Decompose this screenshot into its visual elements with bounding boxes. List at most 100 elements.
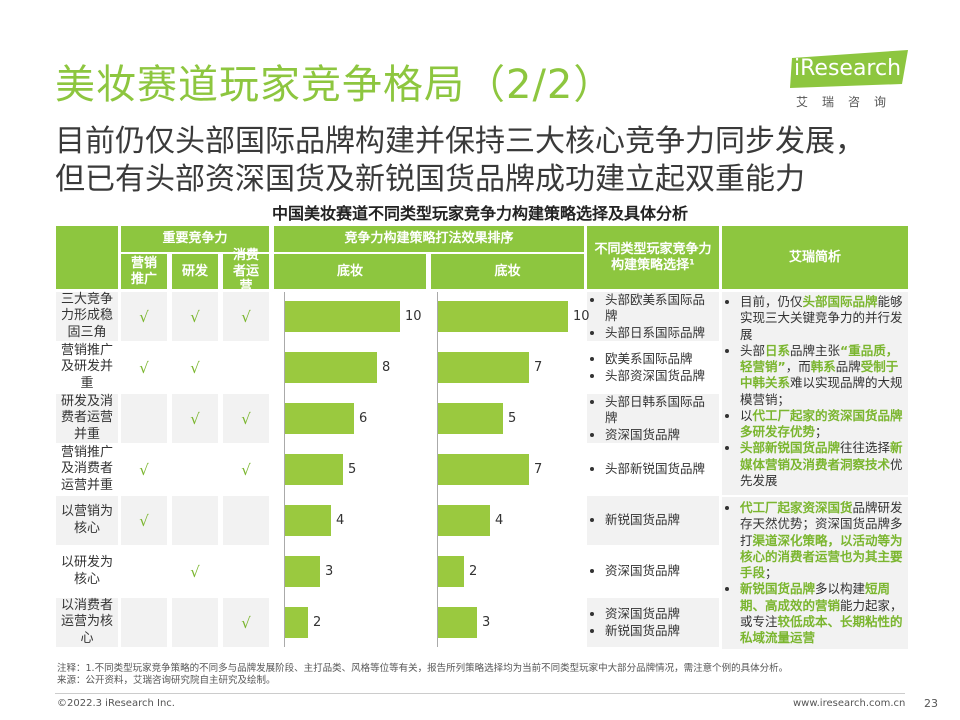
bar-value-label-2: 5 <box>508 411 517 426</box>
brand-item: 头部新锐国货品牌 <box>605 461 705 477</box>
check-mark: √ <box>190 308 200 326</box>
check-mark: √ <box>241 461 251 479</box>
bar-base-makeup-1 <box>285 607 308 638</box>
analysis-bullet: 新锐国货品牌多以构建短周期、高成效的营销能力起家，或专注较低成本、长期粘性的私域… <box>740 581 906 646</box>
check-mark: √ <box>190 563 200 581</box>
strategy-brands: 头部新锐国货品牌 <box>589 445 717 494</box>
strategy-brands: 头部日韩系国际品牌资深国货品牌 <box>589 394 717 443</box>
bar-value-label-2: 7 <box>534 360 543 375</box>
analysis-text: 头部 <box>740 342 766 358</box>
analysis-text: 多以构建 <box>815 581 866 597</box>
strategy-brands: 资深国货品牌新锐国货品牌 <box>589 598 717 647</box>
row-cell-bg <box>121 547 167 596</box>
bar-base-makeup-2 <box>438 607 477 638</box>
strategy-brands: 欧美系国际品牌头部资深国货品牌 <box>589 343 717 392</box>
row-cell-bg <box>223 292 269 341</box>
check-mark: √ <box>139 308 149 326</box>
bar-base-makeup-2 <box>438 556 464 587</box>
bar-value-label-1: 4 <box>336 513 345 528</box>
check-mark: √ <box>139 359 149 377</box>
bar-value-label-1: 3 <box>325 564 334 579</box>
page-number: 23 <box>924 697 938 710</box>
row-cell-bg <box>121 292 167 341</box>
bar-value-label-2: 2 <box>469 564 478 579</box>
brand-item: 头部欧美系国际品牌 <box>605 292 717 325</box>
bar-base-makeup-2 <box>438 352 529 383</box>
analysis-text: 能力起家，或专注 <box>740 597 903 629</box>
bar-base-makeup-1 <box>285 556 320 587</box>
analysis-text: 目前，仍仅 <box>740 294 803 309</box>
bar-axis-line <box>284 292 285 647</box>
analysis-highlight: 受制于中韩关系 <box>740 359 899 391</box>
check-mark: √ <box>139 461 149 479</box>
row-cell-bg <box>587 496 719 545</box>
analysis-highlight: 新锐国货品牌 <box>740 581 816 597</box>
bar-value-label-2: 3 <box>482 615 491 630</box>
bar-base-makeup-1 <box>285 505 331 536</box>
analysis-text: 往往选择 <box>840 440 891 456</box>
iresearch-logo <box>790 50 908 88</box>
analysis-highlight: 韩系 <box>810 359 836 374</box>
subtitle-line-2: 但已有头部资深国货及新锐国货品牌成功建立起双重能力 <box>55 162 805 197</box>
analysis-highlight: 渠道深化策略，以活动等为核心的消费者运营也为其主要手段 <box>740 532 903 581</box>
brand-item: 头部资深国货品牌 <box>605 368 705 384</box>
analysis-highlight: 较低成本、长期粘性的私域流量运营 <box>740 613 903 645</box>
check-mark: √ <box>241 614 251 632</box>
header-rd: 研发 <box>172 254 218 289</box>
brand-item: 头部日系国际品牌 <box>605 325 717 341</box>
header-strategy-choice: 不同类型玩家竞争力构建策略选择¹ <box>587 226 719 289</box>
row-label: 以营销为核心 <box>60 504 113 536</box>
analysis-bullet: 以代工厂起家的资深国货品牌多研发存优势； <box>740 408 906 441</box>
bar-base-makeup-2 <box>438 505 490 536</box>
analysis-text: ； <box>765 565 778 580</box>
analysis-bullet: 头部日系品牌主张“重品质，轻营销”，而韩系品牌受制于中韩关系难以实现品牌的大规模… <box>740 343 906 408</box>
row-cell-bg <box>223 394 269 443</box>
analysis-bullet: 头部新锐国货品牌往往选择新媒体营销及消费者洞察技术优先发展 <box>740 440 906 489</box>
analysis-bullet: 目前，仍仅头部国际品牌能够实现三大关键竞争力的并行发展 <box>740 294 906 343</box>
row-cell-bg <box>587 394 719 443</box>
strategy-brands: 资深国货品牌 <box>589 547 717 596</box>
analysis-text: 品牌研发存天然优势；资深国货品牌多打 <box>740 500 903 548</box>
row-label: 营销推广及消费者运营并重 <box>60 445 113 493</box>
row-label: 以消费者运营为核心 <box>60 598 113 646</box>
row-cell-bg <box>56 394 118 443</box>
logo-text: iResearch <box>794 56 902 81</box>
header-consumer-ops: 消费者运营 <box>223 248 269 294</box>
analysis-text: 品牌主张 <box>790 342 841 358</box>
row-cell-bg <box>56 292 118 341</box>
brand-item: 资深国货品牌 <box>605 427 717 443</box>
header-base-makeup-2: 底妆 <box>431 254 584 289</box>
brand-item: 头部日韩系国际品牌 <box>605 394 717 427</box>
row-cell-bg <box>172 394 218 443</box>
row-cell-bg <box>172 496 218 545</box>
notes: 注释：1.不同类型玩家竞争策略的不同多与品牌发展阶段、主打品类、风格等位等有关，… <box>57 663 788 687</box>
analysis-block-top: 目前，仍仅头部国际品牌能够实现三大关键竞争力的并行发展头部日系品牌主张“重品质，… <box>724 294 906 489</box>
row-label: 以研发为核心 <box>60 555 113 587</box>
bar-value-label-1: 2 <box>313 615 322 630</box>
logo-cn-text: 艾瑞咨询 <box>796 95 901 109</box>
analysis-text: ，而 <box>785 359 811 374</box>
row-label: 营销推广及研发并重 <box>60 343 113 391</box>
analysis-text: 品牌 <box>835 359 861 374</box>
row-cell-bg <box>56 496 118 545</box>
header-base-makeup-1: 底妆 <box>274 254 426 289</box>
analysis-highlight: 短周期、高成效的营销 <box>740 581 891 613</box>
check-mark: √ <box>241 410 251 428</box>
brand-item: 欧美系国际品牌 <box>605 351 705 367</box>
analysis-bg-bottom <box>722 497 908 649</box>
website-link[interactable]: www.iresearch.com.cn <box>793 698 906 709</box>
row-cell-bg <box>223 343 269 392</box>
header-core-competence: 重要竞争力 <box>121 226 269 252</box>
check-mark: √ <box>190 359 200 377</box>
bar-base-makeup-2 <box>438 403 503 434</box>
analysis-text: 难以实现品牌的大规模营销； <box>740 375 903 407</box>
bar-value-label-2: 7 <box>534 462 543 477</box>
brand-item: 新锐国货品牌 <box>605 512 680 528</box>
bar-value-label-2: 10 <box>573 309 590 324</box>
note-text: 注释：1.不同类型玩家竞争策略的不同多与品牌发展阶段、主打品类、风格等位等有关，… <box>57 663 789 674</box>
bar-base-makeup-1 <box>285 454 343 485</box>
check-mark: √ <box>190 410 200 428</box>
row-cell-bg <box>223 598 269 647</box>
analysis-highlight: 新媒体营销及消费者洞察技术 <box>740 440 903 472</box>
analysis-text: 优先发展 <box>740 456 903 488</box>
